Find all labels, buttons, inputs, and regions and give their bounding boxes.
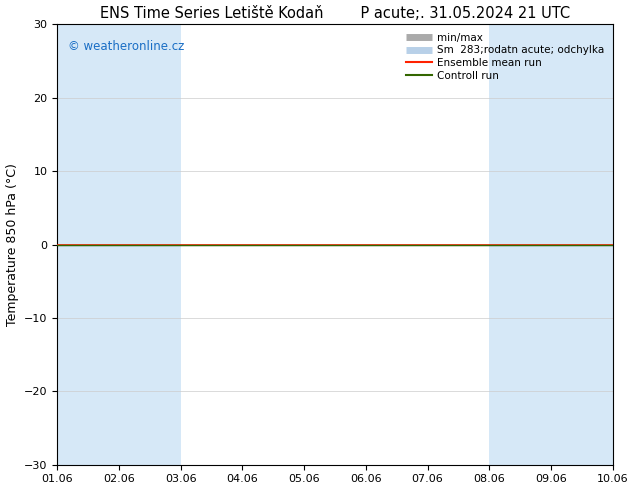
Bar bbox=[119, 24, 181, 465]
Bar bbox=[57, 24, 119, 465]
Legend: min/max, Sm  283;rodatn acute; odchylka, Ensemble mean run, Controll run: min/max, Sm 283;rodatn acute; odchylka, … bbox=[403, 30, 607, 84]
Bar bbox=[489, 24, 551, 465]
Title: ENS Time Series Letiště Kodaň        P acute;. 31.05.2024 21 UTC: ENS Time Series Letiště Kodaň P acute;. … bbox=[100, 5, 570, 21]
Text: © weatheronline.cz: © weatheronline.cz bbox=[68, 40, 185, 53]
Y-axis label: Temperature 850 hPa (°C): Temperature 850 hPa (°C) bbox=[6, 163, 18, 326]
Bar bbox=[551, 24, 612, 465]
